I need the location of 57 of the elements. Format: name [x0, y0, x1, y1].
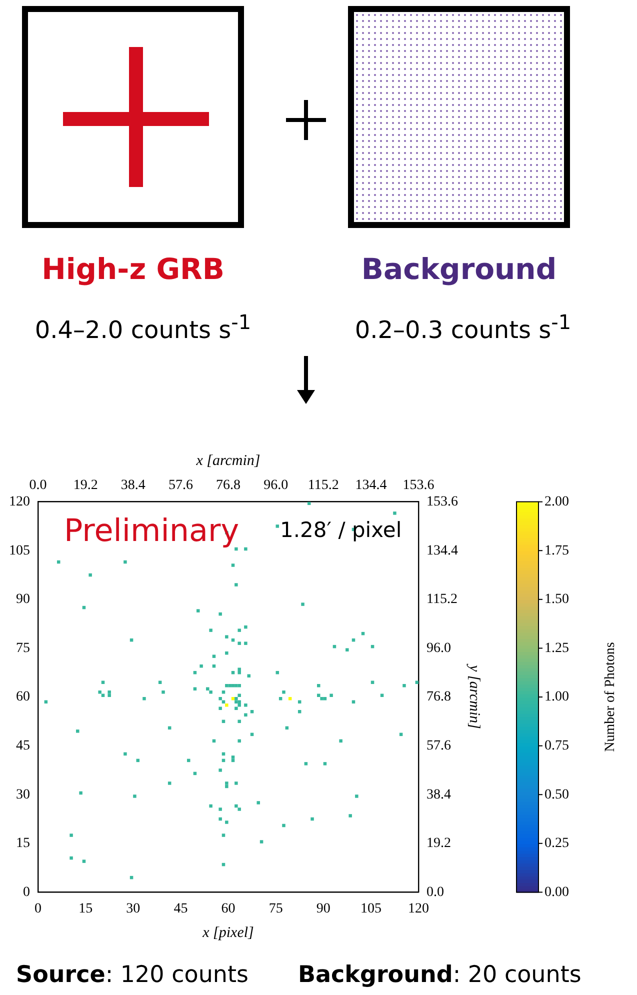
y-tick-label: 75	[16, 640, 30, 656]
x-tick-label: 120	[408, 901, 429, 916]
color-bar-label: 1.25	[544, 640, 569, 656]
text: 0.4–2.0 counts s$^{-1}$	[34, 310, 252, 344]
y2-tick-label: 76.8	[426, 690, 451, 705]
color-bar-label: 0.75	[544, 738, 569, 754]
x-axis-title: x [pixel]	[202, 924, 254, 941]
y2-tick-label: 115.2	[426, 592, 458, 608]
annotation: Preliminary	[64, 513, 240, 549]
x2-tick-label: 19.2	[73, 478, 98, 494]
y-tick-label: 120	[9, 494, 30, 510]
x2-axis-title: x [arcmin]	[195, 452, 260, 469]
y-tick-label: 45	[16, 738, 30, 754]
text: Background	[360, 252, 558, 286]
y-tick-label: 0	[23, 884, 30, 900]
text: High-z GRB	[40, 252, 226, 286]
x-tick-label: 0	[34, 901, 42, 916]
x-tick-label: 75	[268, 901, 283, 916]
x2-tick-label: 0.0	[29, 478, 47, 494]
x-tick-label: 30	[126, 901, 140, 916]
text: Background: 20 counts	[298, 962, 582, 988]
y2-tick-label: 57.6	[426, 738, 451, 754]
x2-tick-label: 96.0	[264, 478, 288, 494]
text: 0.2–0.3 counts s$^{-1}$	[354, 310, 572, 344]
color-bar-label: 1.75	[544, 543, 569, 558]
color-bar-title: Number of Photons	[603, 642, 618, 752]
x-tick-label: 45	[174, 901, 188, 916]
color-bar-label: 0.50	[544, 787, 569, 802]
y-tick-label: 105	[9, 543, 30, 558]
y-tick-label: 30	[16, 787, 30, 802]
x2-tick-label: 134.4	[355, 478, 387, 494]
x-tick-label: 60	[221, 901, 236, 916]
color-bar-label: 0.00	[544, 884, 569, 900]
y2-tick-label: 96.0	[426, 640, 451, 656]
color-bar-label: 2.00	[544, 494, 569, 510]
y2-axis-title: y [arcmin]	[466, 662, 482, 730]
y2-tick-label: 153.6	[426, 494, 458, 510]
x-tick-label: 15	[78, 901, 93, 916]
x-tick-label: 105	[360, 901, 382, 916]
color-bar-label: 1.50	[544, 592, 569, 608]
color-bar-label: 0.25	[544, 836, 569, 852]
x2-tick-label: 38.4	[120, 478, 146, 494]
y2-tick-label: 134.4	[426, 543, 458, 558]
y-tick-label: 90	[16, 592, 30, 608]
y-tick-label: 60	[16, 690, 30, 705]
x2-tick-label: 115.2	[308, 478, 339, 494]
x2-tick-label: 76.8	[216, 478, 240, 494]
x2-tick-label: 153.6	[402, 478, 434, 494]
color-bar-label: 1.00	[544, 690, 569, 705]
y-tick-label: 15	[16, 836, 30, 852]
x-tick-label: 90	[316, 901, 330, 916]
y2-tick-label: 19.2	[426, 836, 451, 852]
annotation: 1.28′ / pixel	[280, 518, 402, 542]
y2-tick-label: 0.0	[426, 884, 444, 900]
y2-tick-label: 38.4	[426, 787, 451, 802]
x2-tick-label: 57.6	[168, 478, 193, 494]
source-note: Source: 120 counts	[16, 962, 248, 988]
